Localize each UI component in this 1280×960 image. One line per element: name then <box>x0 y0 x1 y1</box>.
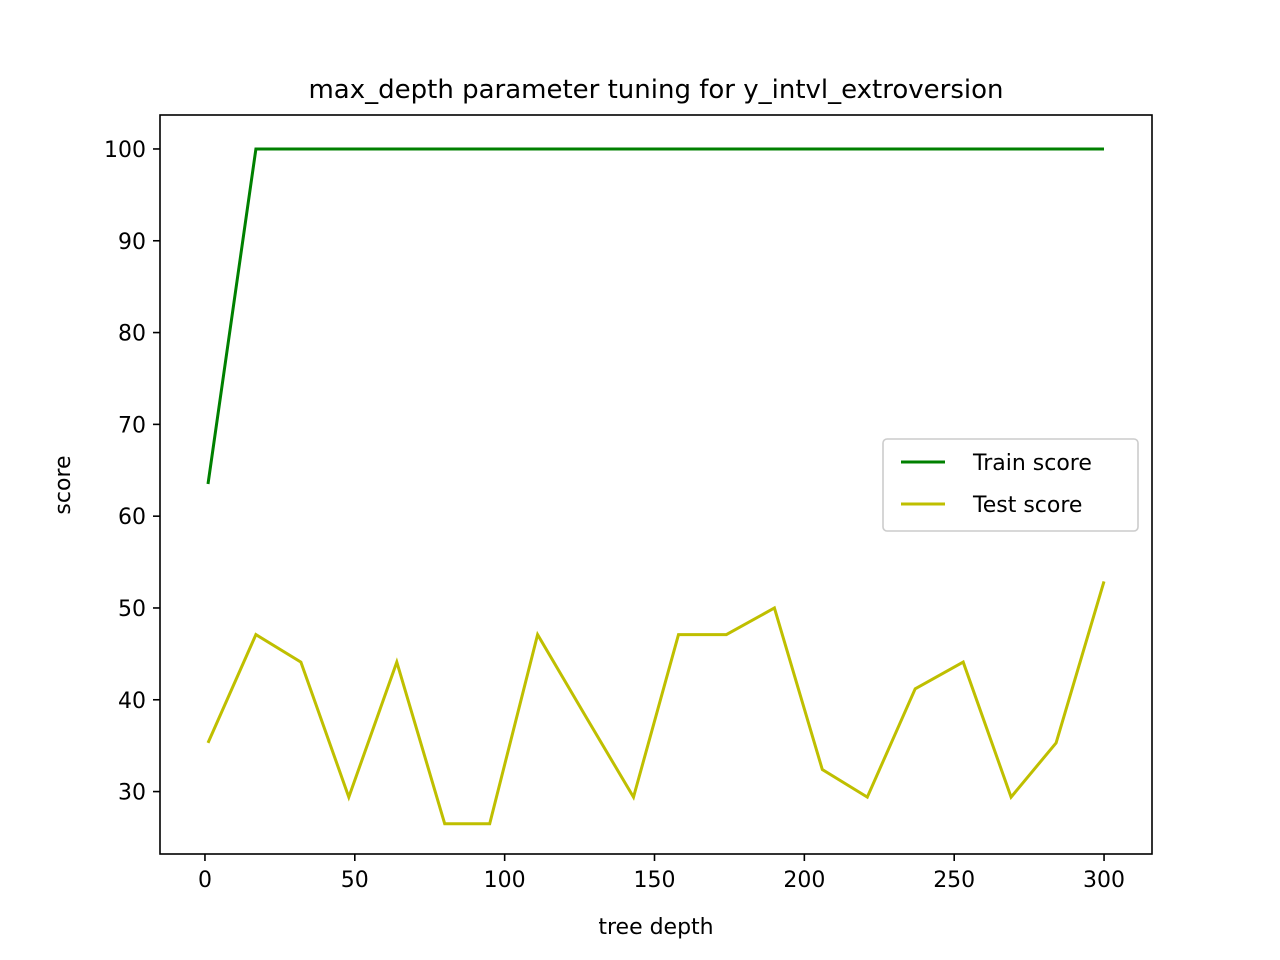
plot-area <box>159 114 1153 855</box>
x-axis-label: tree depth <box>598 915 713 940</box>
x-tick-label: 300 <box>1083 868 1125 893</box>
y-tick-label: 90 <box>118 230 146 255</box>
chart-title: max_depth parameter tuning for y_intvl_e… <box>308 75 1003 105</box>
legend-box <box>882 438 1139 532</box>
y-tick-label: 60 <box>118 505 146 530</box>
legend: Train score Test score <box>882 438 1139 532</box>
x-tick-label: 150 <box>634 868 676 893</box>
x-tick-label: 250 <box>933 868 975 893</box>
legend-label: Test score <box>972 493 1082 518</box>
series-line-test <box>206 580 1106 826</box>
x-tick-label: 0 <box>198 868 212 893</box>
y-tick-label: 50 <box>118 597 146 622</box>
y-axis: 30 40 50 60 70 80 90 100 <box>104 138 160 806</box>
x-tick-label: 50 <box>341 868 369 893</box>
y-axis-label: score <box>51 455 76 514</box>
y-tick-label: 40 <box>118 689 146 714</box>
y-tick-label: 30 <box>118 781 146 806</box>
y-tick-label: 80 <box>118 322 146 347</box>
plot-frame <box>159 114 1153 855</box>
y-tick-label: 100 <box>104 138 146 163</box>
series-line-train <box>206 147 1104 485</box>
y-tick-label: 70 <box>118 413 146 438</box>
x-tick-label: 100 <box>484 868 526 893</box>
x-tick-label: 200 <box>783 868 825 893</box>
legend-label: Train score <box>972 451 1092 476</box>
x-axis: 0 50 100 150 200 250 300 <box>198 854 1125 893</box>
